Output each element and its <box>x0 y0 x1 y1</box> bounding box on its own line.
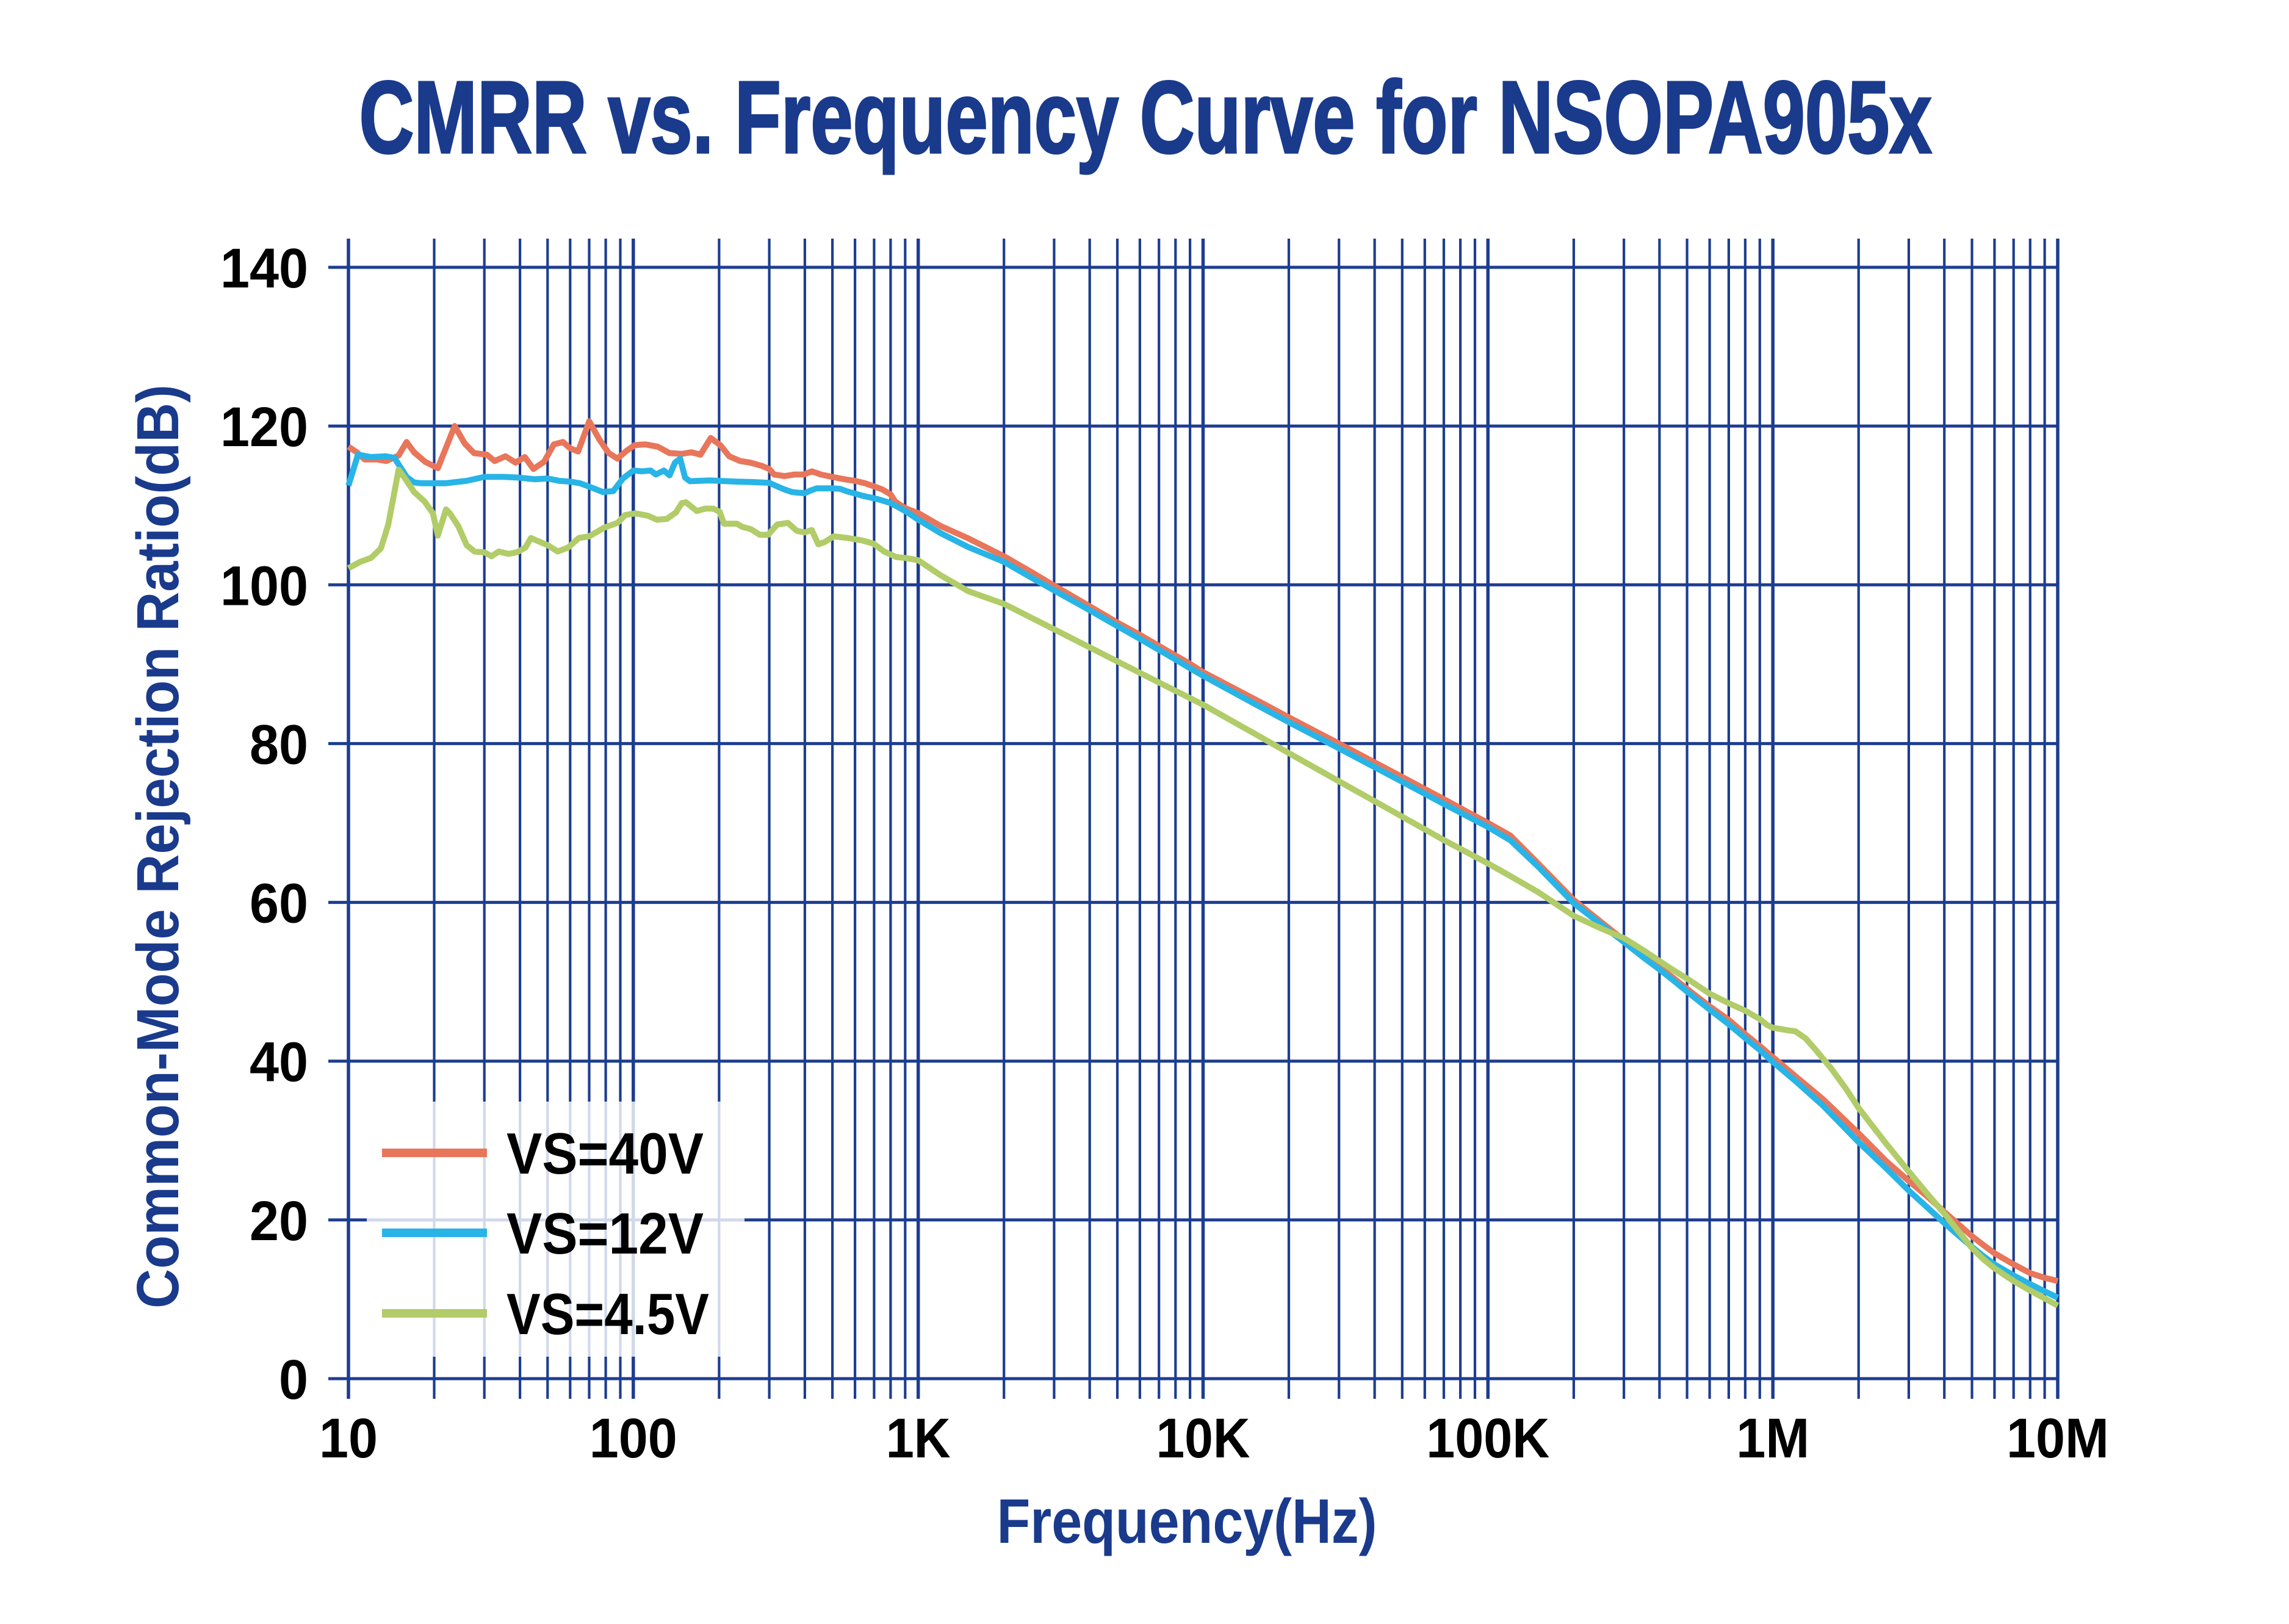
svg-text:10M: 10M <box>2006 1407 2109 1470</box>
svg-text:60: 60 <box>250 873 308 935</box>
svg-text:100: 100 <box>220 555 308 617</box>
svg-text:100K: 100K <box>1426 1407 1549 1470</box>
svg-text:1M: 1M <box>1736 1407 1809 1470</box>
svg-text:120: 120 <box>220 396 308 458</box>
svg-text:0: 0 <box>279 1349 308 1411</box>
svg-text:140: 140 <box>220 237 308 300</box>
svg-text:100: 100 <box>589 1407 677 1470</box>
svg-text:Common-Mode Rejection Ratio(dB: Common-Mode Rejection Ratio(dB) <box>124 384 191 1308</box>
svg-text:VS=12V: VS=12V <box>506 1201 704 1266</box>
svg-text:10K: 10K <box>1156 1407 1250 1470</box>
svg-text:20: 20 <box>250 1190 308 1252</box>
svg-text:40: 40 <box>250 1031 308 1094</box>
svg-text:CMRR vs. Frequency Curve for N: CMRR vs. Frequency Curve for NSOPA905x <box>359 60 1932 175</box>
svg-text:Frequency(Hz): Frequency(Hz) <box>997 1486 1377 1556</box>
svg-text:80: 80 <box>250 713 308 776</box>
svg-text:1K: 1K <box>886 1407 951 1470</box>
svg-text:VS=4.5V: VS=4.5V <box>506 1282 709 1347</box>
svg-text:10: 10 <box>319 1407 378 1470</box>
svg-text:VS=40V: VS=40V <box>506 1121 704 1186</box>
